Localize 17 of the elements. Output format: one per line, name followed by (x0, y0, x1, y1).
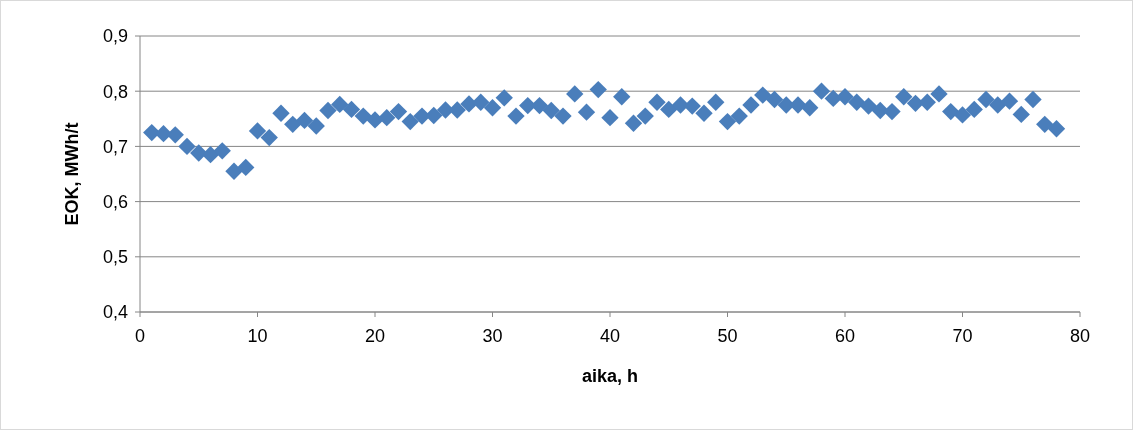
x-tick-label: 40 (599, 326, 621, 346)
x-tick-label: 50 (717, 326, 738, 346)
x-tick-label: 20 (364, 326, 386, 346)
x-tick-label: 30 (482, 326, 503, 346)
x-tick-label: 60 (834, 326, 856, 346)
y-tick-label: 0,7 (102, 136, 128, 157)
x-tick-label: 80 (1069, 326, 1091, 346)
x-tick-label: 0 (134, 326, 146, 346)
y-tick-label: 0,9 (102, 26, 128, 47)
x-axis-title: aika, h (581, 366, 639, 386)
y-tick-label: 0,4 (102, 302, 128, 323)
y-tick-label: 0,8 (102, 81, 128, 102)
x-tick-label: 10 (247, 326, 268, 346)
y-tick-label: 0,5 (102, 247, 128, 268)
y-axis-title: EOK, MWh/t (62, 122, 82, 226)
x-tick-label: 70 (952, 326, 973, 346)
y-tick-label: 0,6 (102, 191, 128, 212)
